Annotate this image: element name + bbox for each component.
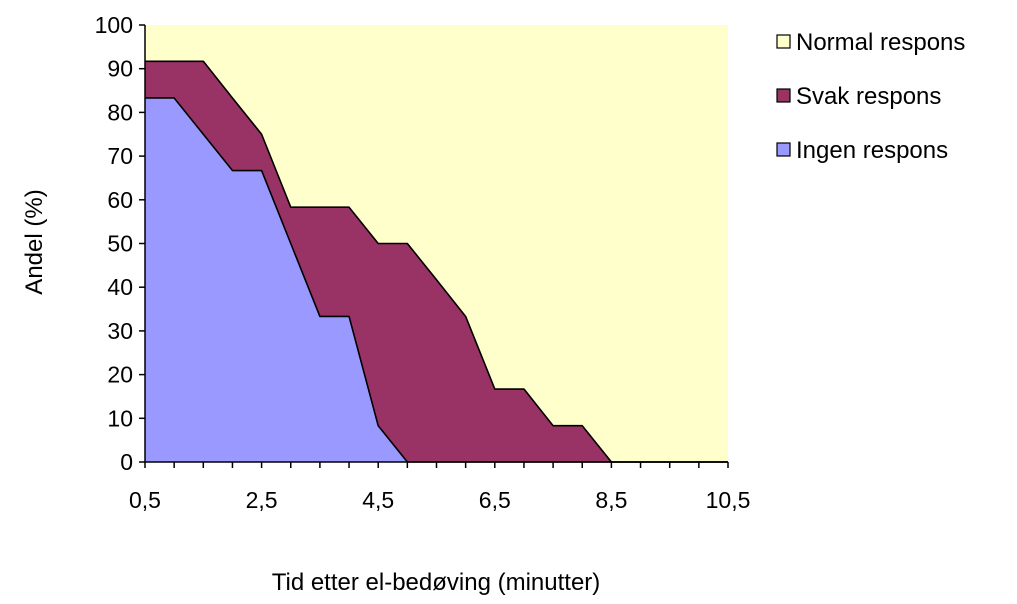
- y-tick-label: 80: [107, 99, 133, 125]
- y-tick-label: 50: [107, 231, 133, 257]
- legend-swatch: [776, 88, 791, 103]
- legend-label: Ingen respons: [796, 137, 948, 164]
- area-normal-respons: [145, 25, 728, 462]
- legend-item: Ingen respons: [776, 137, 948, 164]
- legend-label: Normal respons: [796, 29, 965, 56]
- x-tick-label: 10,5: [706, 487, 751, 513]
- y-tick-label: 70: [107, 143, 133, 169]
- x-tick-label: 0,5: [129, 487, 161, 513]
- y-tick-label: 90: [107, 56, 133, 82]
- legend-item: Svak respons: [776, 83, 941, 110]
- y-tick-label: 100: [95, 12, 133, 38]
- area-ingen-respons: [145, 97, 728, 462]
- y-tick-label: 40: [107, 274, 133, 300]
- area-svak-respons: [145, 61, 728, 463]
- legend: Normal respons Svak respons Ingen respons: [776, 29, 965, 164]
- axes: 0 10 20 30 40 50 60 70 80 90 100 0,5 2,5 4,5 6,5 8,5 10,…: [95, 12, 751, 513]
- legend-swatch: [776, 142, 791, 157]
- legend-label: Svak respons: [796, 83, 941, 110]
- y-tick-label: 20: [107, 362, 133, 388]
- legend-item: Normal respons: [776, 29, 965, 56]
- x-tick-label: 6,5: [479, 487, 511, 513]
- y-tick-label: 30: [107, 318, 133, 344]
- y-tick-label: 60: [107, 187, 133, 213]
- area-layer: [145, 25, 728, 463]
- x-tick-label: 2,5: [246, 487, 278, 513]
- x-axis-title: Tid etter el-bedøving (minutter): [272, 569, 601, 596]
- x-tick-label: 8,5: [595, 487, 627, 513]
- x-tick-label: 4,5: [362, 487, 394, 513]
- legend-swatch: [776, 34, 791, 49]
- y-tick-label: 10: [107, 405, 133, 431]
- y-axis-title: Andel (%): [21, 189, 48, 294]
- y-tick-label: 0: [120, 449, 133, 475]
